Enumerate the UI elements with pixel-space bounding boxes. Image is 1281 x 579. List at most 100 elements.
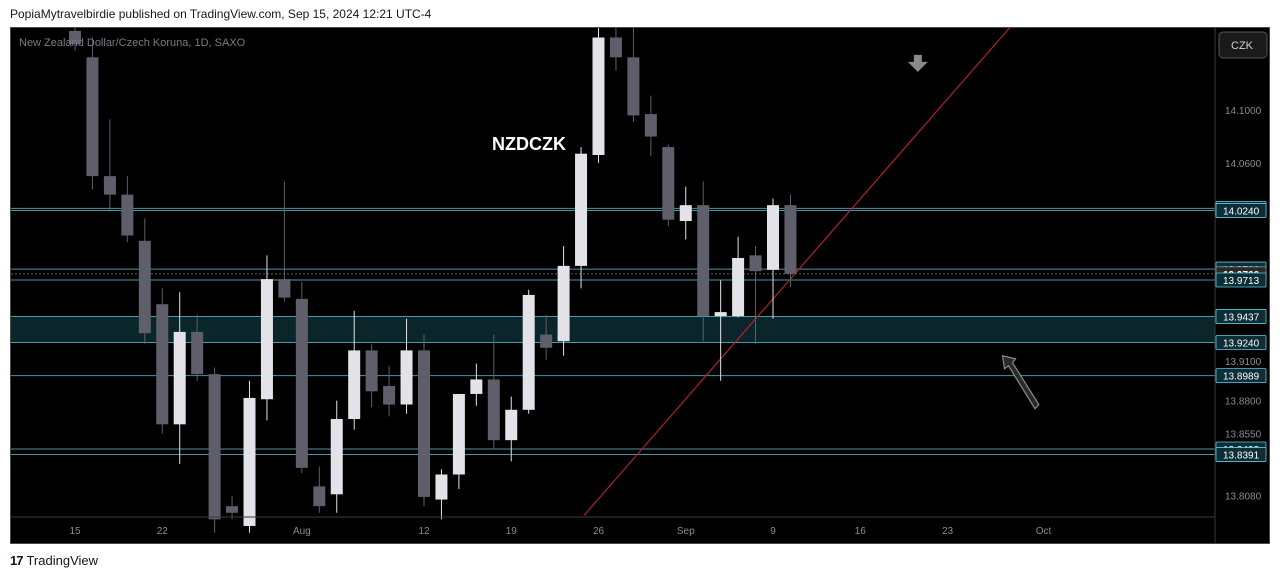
x-tick-label: Oct	[1036, 526, 1052, 537]
chart-title: New Zealand Dollar/Czech Koruna, 1D, SAX…	[19, 37, 246, 49]
candle-body	[592, 37, 605, 156]
candle	[557, 246, 570, 356]
candle	[348, 310, 361, 430]
candle	[260, 255, 273, 421]
candle-body	[208, 374, 221, 520]
y-tick-label: 14.1000	[1225, 106, 1262, 117]
candle-body	[348, 350, 361, 420]
x-tick-label: 23	[942, 526, 954, 537]
candle-body	[121, 194, 134, 236]
x-tick-label: 12	[418, 526, 430, 537]
candle	[522, 289, 535, 414]
candle-body	[575, 153, 588, 266]
candle-body	[470, 379, 483, 394]
candle	[732, 236, 745, 318]
candle-body	[226, 506, 239, 513]
candle	[295, 281, 308, 474]
price-label-text: 13.8989	[1223, 372, 1260, 383]
price-label-text: 13.9713	[1223, 276, 1260, 287]
candle-body	[330, 419, 343, 495]
x-tick-label: 22	[157, 526, 169, 537]
price-label-text: 14.0240	[1223, 206, 1260, 217]
candle	[383, 366, 396, 417]
candle	[173, 292, 186, 464]
candle-body	[540, 334, 553, 348]
candle-body	[714, 312, 727, 317]
y-tick-label: 13.8550	[1225, 430, 1262, 441]
candle	[662, 144, 675, 227]
brand-name: TradingView	[26, 553, 99, 568]
candle	[103, 119, 116, 211]
x-tick-label: 9	[770, 526, 776, 537]
candle-body	[609, 37, 622, 58]
candle	[243, 380, 256, 533]
y-tick-label: 14.0600	[1225, 159, 1262, 170]
chart-frame[interactable]: 14.1000 14.0600 13.9100 13.8800 13.8550 13.80…	[10, 27, 1270, 544]
price-label: 13.8989	[1215, 368, 1267, 384]
candle-body	[295, 298, 308, 468]
candle	[208, 367, 221, 533]
candle	[418, 334, 430, 507]
up-left-arrow-icon	[1001, 354, 1040, 410]
trendline	[583, 28, 1011, 516]
currency-badge-label: CZK	[1231, 40, 1254, 52]
candle	[714, 280, 727, 381]
candle	[487, 334, 500, 450]
x-tick-label: 16	[855, 526, 867, 537]
candle-body	[749, 255, 762, 272]
candle-body	[400, 350, 413, 405]
publication-header: PopiaMytravelbirdie published on Trading…	[10, 7, 432, 21]
chart-svg[interactable]: 14.1000 14.0600 13.9100 13.8800 13.8550 13.80…	[11, 28, 1270, 544]
price-label: 13.8391	[1215, 447, 1267, 462]
candle-body	[487, 379, 500, 441]
candle	[278, 181, 291, 302]
candle-body	[191, 331, 204, 375]
candle	[592, 28, 605, 163]
candle-body	[278, 279, 291, 298]
candle-body	[505, 409, 518, 441]
candle-body	[243, 397, 256, 526]
symbol-annotation: NZDCZK	[492, 134, 566, 154]
x-tick-label: 26	[593, 526, 605, 537]
candle	[86, 37, 99, 190]
candle	[156, 288, 169, 434]
candle-body	[679, 205, 692, 222]
candle-body	[156, 304, 169, 425]
price-label: 13.9713	[1215, 272, 1267, 288]
candle	[627, 28, 640, 122]
candle-body	[697, 205, 710, 317]
candle-body	[365, 350, 378, 392]
candle	[644, 95, 657, 157]
x-tick-label: Sep	[677, 526, 695, 537]
price-label-box	[1215, 309, 1267, 324]
price-label: 14.0240	[1215, 203, 1267, 218]
price-label-text: 13.8391	[1223, 451, 1260, 462]
x-tick-label: 15	[69, 526, 81, 537]
currency-badge[interactable]: CZK	[1218, 31, 1268, 59]
candle	[138, 218, 151, 344]
price-label: 13.9240	[1215, 335, 1267, 350]
candle-body	[173, 331, 186, 425]
x-tick-label: Aug	[293, 526, 311, 537]
footer-brand: 17 TradingView	[10, 553, 98, 568]
candle-body	[138, 240, 151, 334]
candle	[697, 181, 710, 342]
candle	[452, 393, 465, 490]
candle	[313, 466, 326, 513]
tradingview-logo-icon: 17	[10, 553, 24, 568]
candle-body	[627, 57, 640, 116]
price-label-text: 13.9240	[1223, 338, 1260, 349]
candle-body	[69, 30, 81, 45]
candle-body	[767, 205, 779, 270]
candle	[435, 469, 448, 520]
candle	[505, 396, 518, 462]
candle	[121, 176, 134, 243]
candle-body	[313, 486, 326, 507]
candle	[767, 198, 779, 319]
candle-body	[435, 474, 448, 500]
candle	[191, 314, 204, 381]
price-label-text: 13.9437	[1223, 312, 1260, 323]
price-label-box	[1215, 447, 1267, 462]
candle	[749, 246, 762, 344]
candle	[609, 28, 622, 71]
